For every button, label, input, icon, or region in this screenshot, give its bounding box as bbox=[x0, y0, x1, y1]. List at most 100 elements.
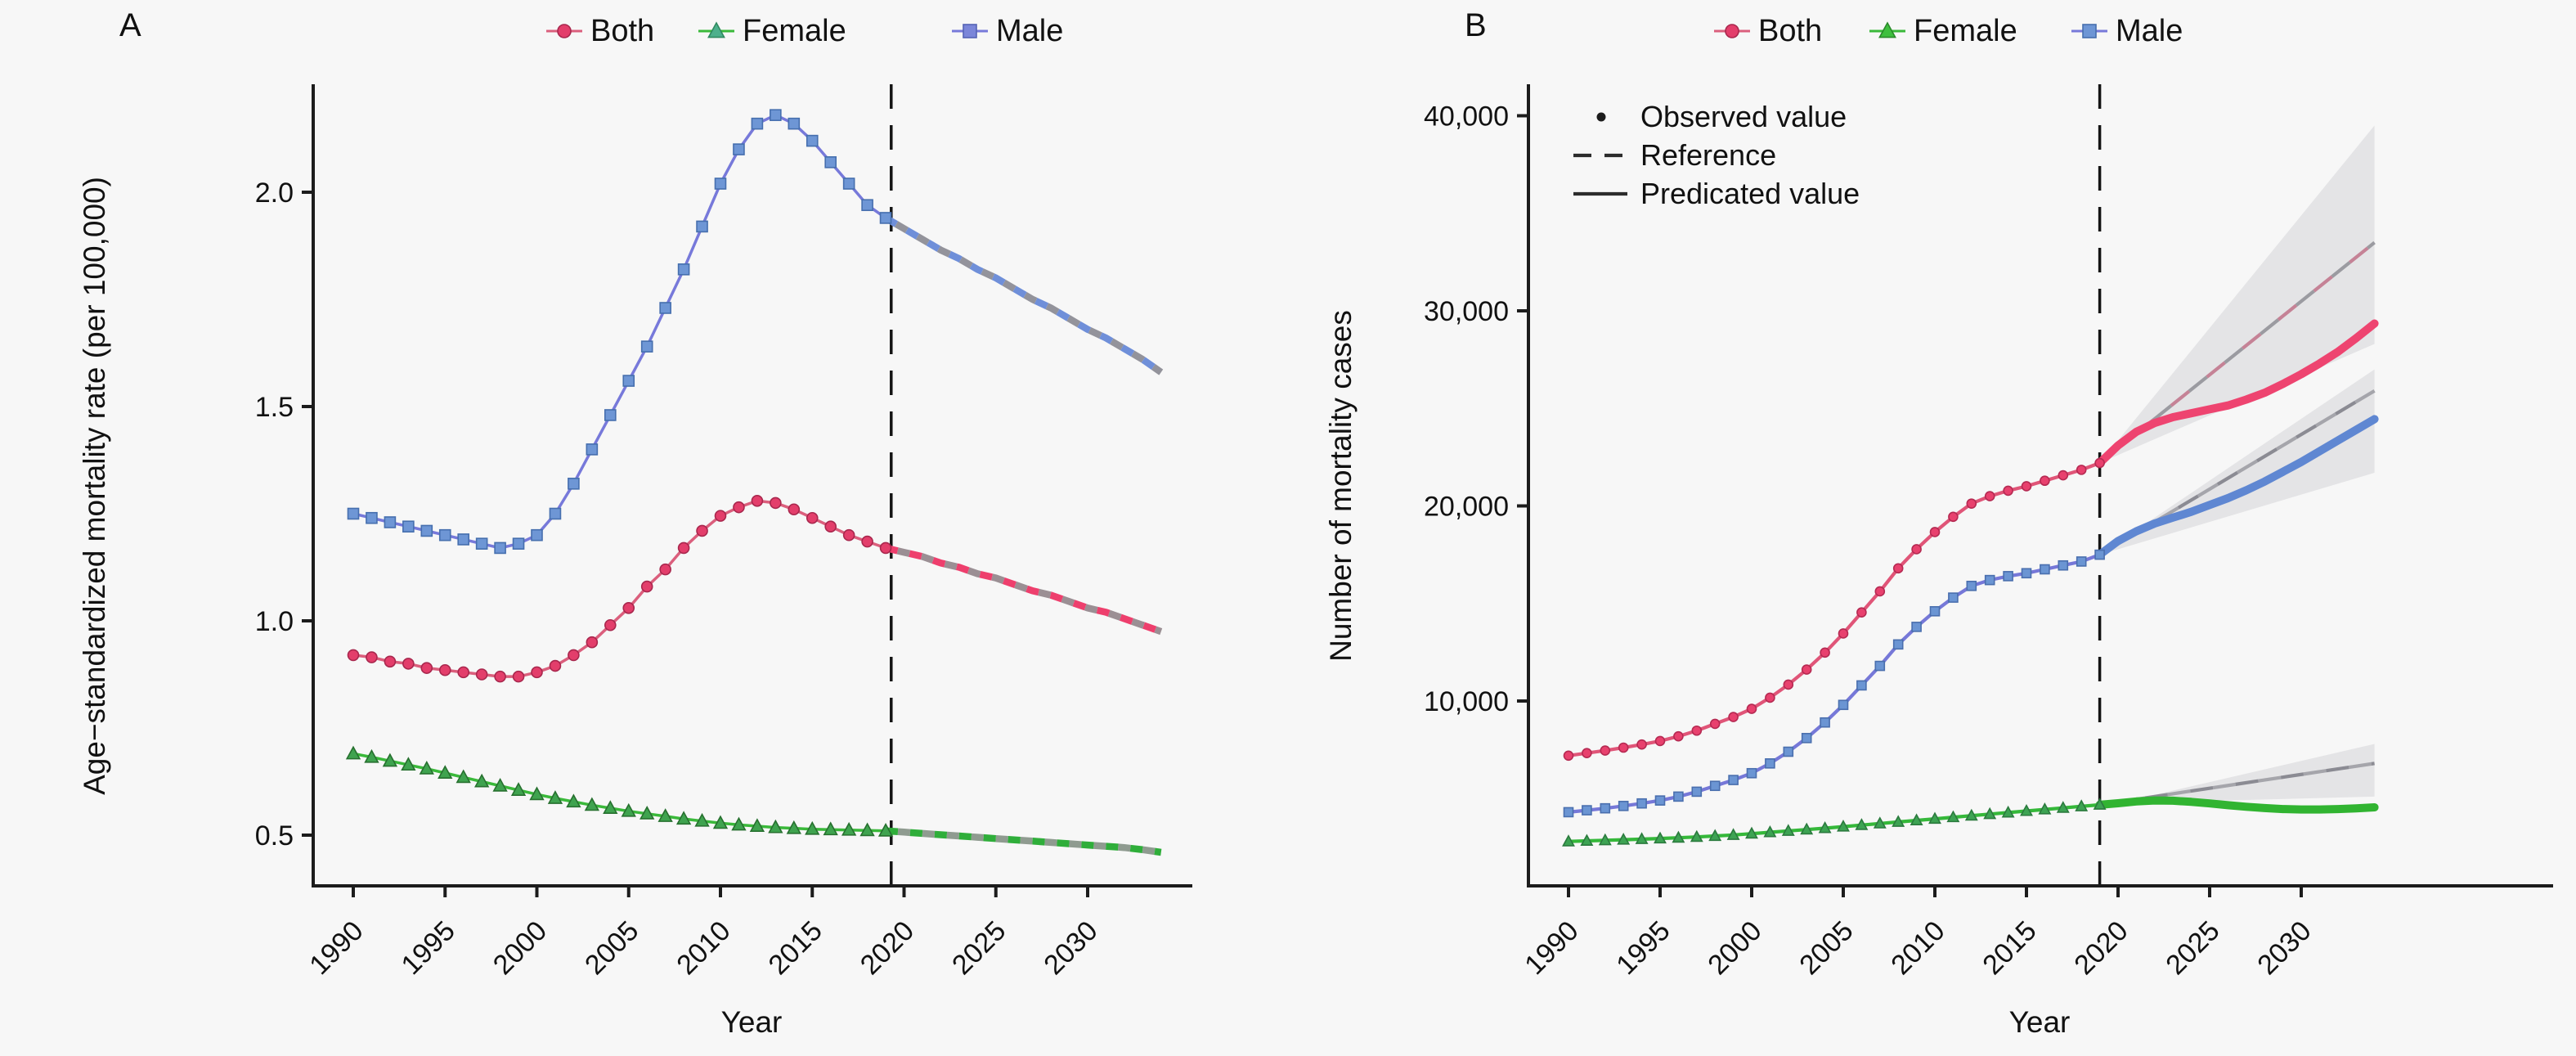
observed-markers-female bbox=[345, 745, 894, 837]
marker-triangle-female bbox=[694, 812, 710, 827]
marker-triangle-female bbox=[474, 773, 490, 788]
marker-square-male bbox=[475, 537, 488, 550]
x-tick-label: 2000 bbox=[487, 915, 553, 981]
marker-square-male bbox=[696, 220, 708, 233]
marker-triangle-female bbox=[823, 821, 838, 836]
marker-triangle-female bbox=[877, 822, 894, 837]
observed-line-female bbox=[352, 752, 886, 833]
legend-key-circle-icon bbox=[1725, 24, 1739, 38]
legend-label-female: Female bbox=[1914, 14, 2017, 48]
marker-circle-both bbox=[604, 618, 617, 631]
marker-circle-both bbox=[1600, 745, 1611, 756]
marker-triangle-female bbox=[1654, 831, 1667, 844]
marker-circle-both bbox=[1892, 563, 1904, 574]
x-tick-label: 2005 bbox=[1793, 915, 1859, 981]
marker-circle-both bbox=[1874, 586, 1886, 597]
marker-triangle-female bbox=[364, 748, 379, 763]
x-tick-label: 2025 bbox=[2160, 915, 2225, 981]
panel-B: 10,000 20,000 30,000 40,000 1990 1995 2000 2005… bbox=[1324, 7, 2553, 1039]
marker-square-male bbox=[1765, 758, 1775, 769]
marker-triangle-female bbox=[2093, 798, 2107, 810]
marker-circle-both bbox=[1820, 647, 1830, 658]
marker-circle-both bbox=[1618, 742, 1629, 753]
x-tick-label: 2010 bbox=[1885, 915, 1950, 981]
predicted-line-female bbox=[2095, 796, 2379, 814]
x-tick-label: 1990 bbox=[1519, 915, 1584, 981]
marker-square-male bbox=[2076, 556, 2087, 567]
marker-square-male bbox=[1728, 775, 1739, 785]
marker-triangle-female bbox=[1690, 829, 1703, 843]
marker-triangle-female bbox=[547, 790, 563, 804]
x-tick-label: 2005 bbox=[579, 915, 644, 981]
marker-triangle-female bbox=[859, 822, 875, 837]
marker-circle-both bbox=[640, 580, 653, 593]
marker-triangle-female bbox=[529, 786, 545, 801]
marker-triangle-female bbox=[657, 808, 673, 822]
marker-square-male bbox=[1673, 791, 1684, 802]
marker-triangle-female bbox=[566, 793, 581, 808]
marker-triangle-female bbox=[768, 819, 783, 834]
marker-triangle-female bbox=[1763, 825, 1777, 838]
marker-square-male bbox=[1618, 801, 1629, 811]
marker-square-male bbox=[2058, 559, 2069, 571]
marker-square-male bbox=[714, 177, 727, 190]
x-tick-label: 2015 bbox=[1977, 915, 2042, 981]
marker-circle-both bbox=[1654, 735, 1666, 747]
marker-circle-both bbox=[420, 662, 433, 674]
y-tick-label: 0.5 bbox=[255, 820, 294, 852]
marker-square-male bbox=[604, 409, 617, 421]
observed-markers-both bbox=[1563, 457, 2105, 762]
marker-square-male bbox=[1563, 807, 1574, 818]
marker-triangle-female bbox=[2075, 799, 2089, 811]
marker-triangle-female bbox=[1837, 820, 1850, 832]
y-tick-label: 10,000 bbox=[1424, 686, 1509, 717]
marker-triangle-female bbox=[1708, 829, 1722, 842]
legend-label-both: Both bbox=[590, 14, 654, 48]
marker-triangle-female bbox=[1873, 816, 1887, 829]
legend-a: Both Female Male bbox=[546, 14, 1063, 48]
marker-square-male bbox=[1892, 639, 1904, 650]
x-tick-label: 2030 bbox=[1038, 915, 1103, 981]
marker-circle-both bbox=[733, 501, 745, 514]
inner-legend-label: Predicated value bbox=[1640, 177, 1860, 210]
marker-square-male bbox=[640, 340, 653, 353]
marker-circle-both bbox=[1709, 718, 1721, 730]
marker-triangle-female bbox=[1672, 830, 1685, 843]
marker-circle-both bbox=[586, 636, 599, 649]
marker-square-male bbox=[1984, 574, 1995, 586]
marker-square-male bbox=[733, 143, 745, 155]
marker-triangle-female bbox=[1892, 815, 1905, 827]
legend-key-square-icon bbox=[2082, 24, 2097, 38]
marker-triangle-female bbox=[675, 811, 692, 825]
legend-label-female: Female bbox=[743, 14, 846, 48]
legend-label-male: Male bbox=[996, 14, 1063, 48]
marker-circle-both bbox=[2040, 475, 2050, 487]
y-axis-title: Number of mortality cases bbox=[1324, 310, 1358, 662]
marker-circle-both bbox=[879, 541, 892, 555]
marker-square-male bbox=[788, 117, 801, 130]
legend-key-square-icon bbox=[963, 24, 977, 38]
predicted-line-male bbox=[2095, 415, 2379, 559]
marker-circle-both bbox=[2058, 470, 2069, 481]
observed-line-both bbox=[352, 499, 886, 678]
ci-fan-female bbox=[2118, 744, 2375, 803]
marker-circle-both bbox=[1856, 607, 1867, 618]
predicted-line-alt-female bbox=[885, 827, 1162, 856]
marker-square-male bbox=[568, 478, 580, 490]
marker-triangle-female bbox=[510, 782, 527, 796]
marker-circle-both bbox=[1838, 628, 1849, 639]
marker-square-male bbox=[824, 156, 837, 169]
y-tick-label: 30,000 bbox=[1424, 296, 1509, 327]
marker-triangle-female bbox=[584, 797, 599, 811]
marker-circle-both bbox=[1911, 544, 1922, 555]
marker-circle-both bbox=[494, 670, 506, 683]
legend-label-both: Both bbox=[1758, 14, 1822, 48]
marker-square-male bbox=[1948, 592, 1959, 603]
marker-circle-both bbox=[1563, 750, 1574, 762]
inner-legend-label: Observed value bbox=[1640, 100, 1847, 133]
predicted-line-alt-both bbox=[885, 544, 1163, 636]
marker-circle-both bbox=[751, 494, 764, 507]
observed-dot-icon bbox=[1596, 112, 1606, 122]
marker-square-male bbox=[879, 212, 892, 224]
observed-markers-male bbox=[1563, 549, 2105, 818]
